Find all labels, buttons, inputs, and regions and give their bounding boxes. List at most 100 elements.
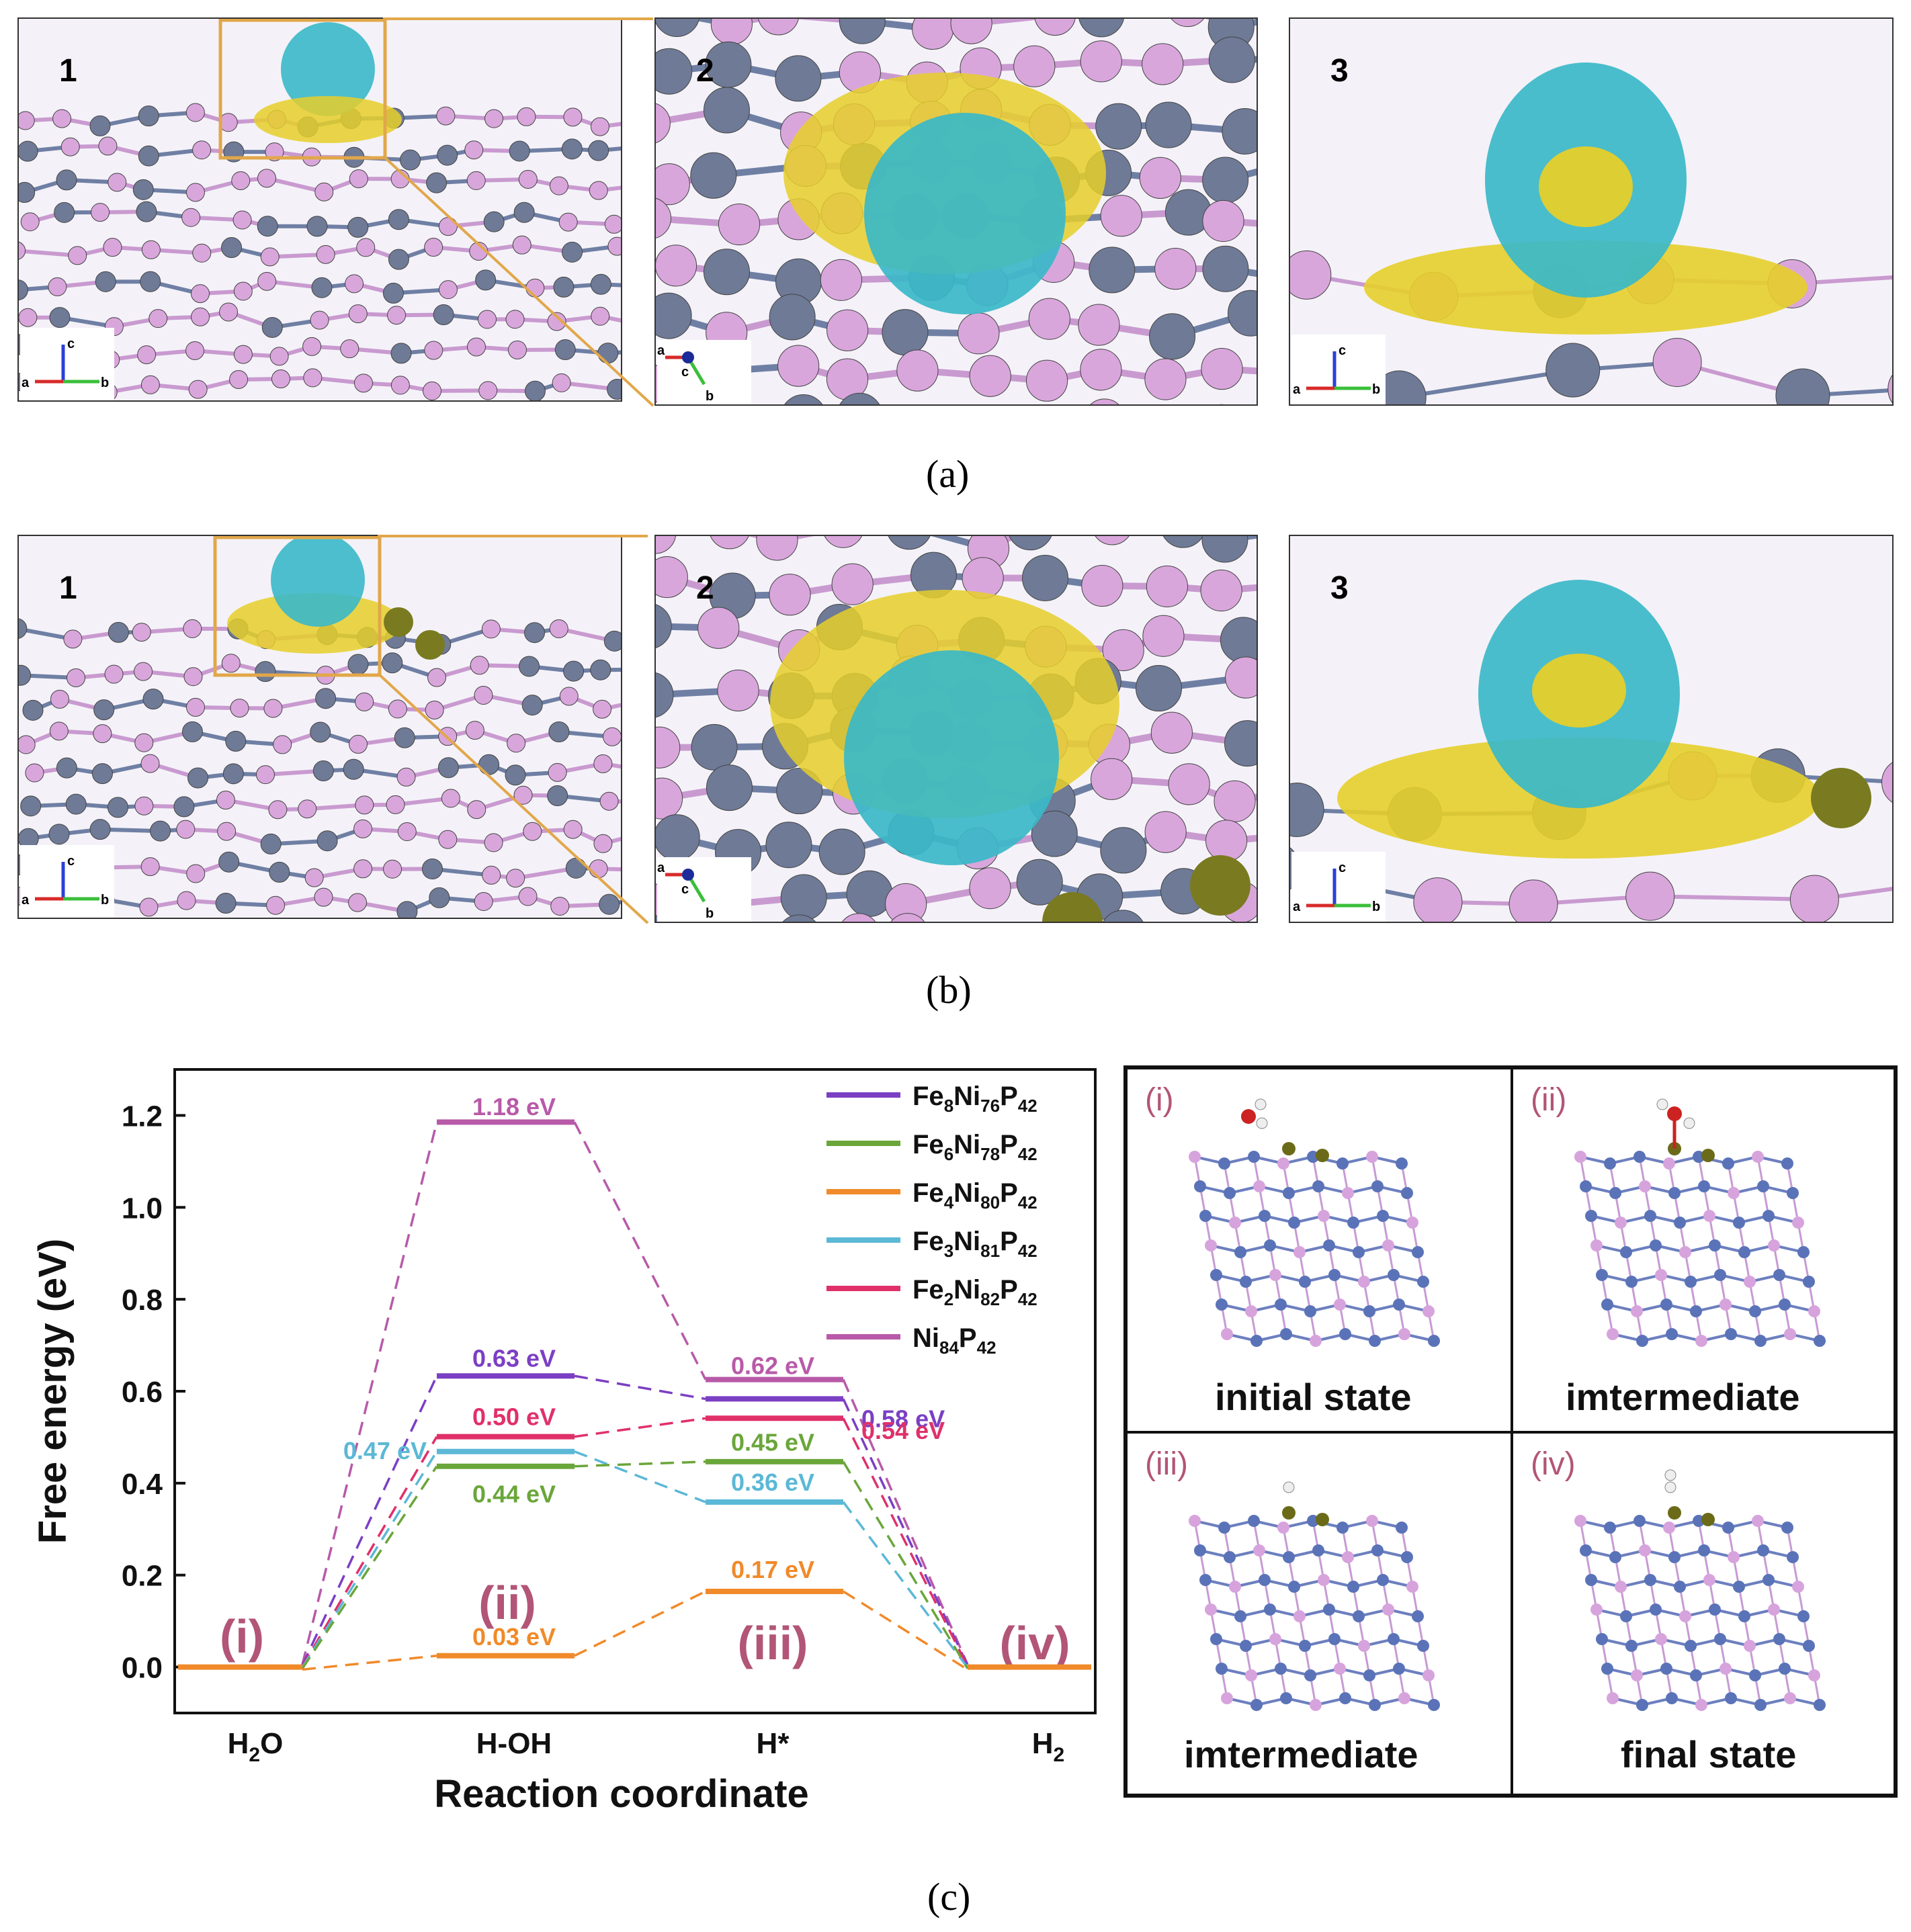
ni-atom — [846, 870, 893, 917]
ni-atom — [656, 604, 672, 648]
ni-atom — [1545, 343, 1601, 398]
p-atom — [1342, 1187, 1354, 1199]
ni-atom — [1224, 1187, 1236, 1199]
p-atom — [1366, 1151, 1378, 1163]
ni-atom — [1283, 1551, 1295, 1563]
p-atom — [1655, 1633, 1667, 1645]
legend-entry: Ni84P42 — [912, 1323, 996, 1358]
svg-text:b: b — [101, 893, 109, 908]
ni-atom — [1202, 245, 1249, 292]
ni-atom — [173, 796, 195, 818]
p-atom — [423, 381, 442, 400]
zoomed-surface-image — [656, 536, 1257, 922]
ni-atom — [1388, 1633, 1400, 1645]
ni-atom — [1162, 536, 1203, 548]
ni-atom — [1145, 101, 1192, 148]
p-atom — [103, 238, 122, 257]
p-atom — [19, 308, 38, 327]
ni-atom — [524, 380, 546, 400]
ni-atom — [1369, 1335, 1381, 1347]
p-atom — [314, 182, 334, 202]
p-atom — [63, 629, 83, 649]
ni-atom — [1585, 1210, 1597, 1222]
ni-atom — [1787, 1187, 1799, 1199]
p-atom — [1881, 762, 1892, 803]
ni-atom — [1604, 1522, 1616, 1534]
ni-atom — [1009, 536, 1052, 551]
p-atom — [607, 236, 621, 256]
series-connector — [842, 1501, 969, 1669]
p-atom — [438, 830, 458, 849]
axis-triad: c a b — [1291, 852, 1386, 922]
ni-atom — [1304, 1305, 1316, 1317]
p-atom — [134, 662, 153, 681]
svg-text:b: b — [101, 376, 109, 390]
p-atom — [1679, 1610, 1691, 1622]
ni-atom — [316, 830, 338, 852]
p-atom — [563, 820, 583, 839]
p-atom — [1144, 358, 1187, 400]
p-atom — [1142, 43, 1184, 85]
ni-atom — [181, 721, 203, 742]
data-label: 1.18 eV — [472, 1093, 556, 1121]
ni-atom — [1698, 1180, 1710, 1192]
p-atom — [1607, 1692, 1619, 1704]
ni-atom — [656, 814, 700, 861]
series-connector — [573, 1121, 707, 1380]
h-atom — [1664, 1481, 1676, 1493]
p-atom — [1615, 1217, 1627, 1229]
p-atom — [559, 687, 579, 706]
p-atom — [1078, 304, 1120, 346]
p-atom — [1290, 250, 1332, 300]
p-atom — [593, 699, 612, 719]
p-atom — [1090, 398, 1119, 404]
ni-atom — [437, 144, 458, 166]
p-atom — [1574, 1151, 1586, 1163]
ni-atom — [1604, 1157, 1616, 1170]
p-atom — [25, 763, 44, 783]
ni-atom — [1803, 1640, 1815, 1652]
fe-atom — [1190, 855, 1250, 916]
structure-image — [1574, 1098, 1826, 1347]
p-atom — [1509, 879, 1558, 922]
p-atom — [388, 699, 407, 719]
p-atom — [563, 107, 583, 127]
p-atom — [383, 859, 402, 879]
p-atom — [314, 887, 333, 907]
ni-atom — [260, 833, 282, 854]
ni-atom — [1779, 1663, 1791, 1675]
x-category-label: H* — [757, 1727, 790, 1760]
ni-atom — [882, 309, 929, 356]
p-atom — [60, 137, 80, 157]
ni-atom — [553, 276, 575, 298]
p-atom — [1574, 1515, 1586, 1527]
p-atom — [68, 246, 87, 265]
p-atom — [467, 800, 486, 820]
data-label: 0.50 eV — [472, 1403, 556, 1430]
p-atom — [19, 111, 35, 130]
isosurface-inner — [1539, 146, 1633, 227]
ni-atom — [1095, 103, 1142, 150]
p-atom — [298, 799, 317, 819]
ni-atom — [1078, 19, 1124, 38]
legend-entry: Fe6Ni78P42 — [912, 1130, 1037, 1164]
p-atom — [1205, 820, 1248, 862]
ni-atom — [1328, 1633, 1341, 1645]
p-atom — [303, 368, 323, 388]
ni-atom — [1401, 1551, 1413, 1563]
bond — [602, 761, 621, 769]
ni-atom — [1396, 1157, 1408, 1170]
p-atom — [355, 692, 374, 711]
fe-atom — [415, 630, 445, 660]
ni-atom — [1304, 1669, 1316, 1681]
ni-atom — [257, 216, 278, 237]
p-atom — [1382, 1239, 1394, 1252]
p-atom — [1792, 1217, 1804, 1229]
p-atom — [177, 891, 196, 910]
p-atom — [1221, 1328, 1233, 1340]
ni-atom — [1210, 1269, 1222, 1281]
p-atom — [831, 563, 874, 605]
ni-atom — [706, 764, 753, 811]
ni-atom — [93, 699, 115, 721]
panel-number: 3 — [1330, 570, 1349, 606]
